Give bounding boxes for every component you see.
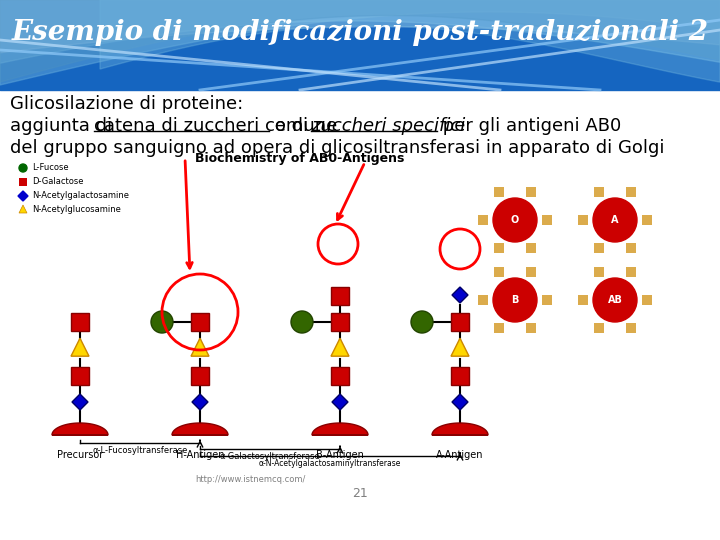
FancyBboxPatch shape	[478, 295, 488, 305]
FancyBboxPatch shape	[626, 242, 636, 253]
Text: N-Acetylgalactosamine: N-Acetylgalactosamine	[32, 192, 129, 200]
FancyBboxPatch shape	[542, 215, 552, 225]
FancyBboxPatch shape	[71, 313, 89, 331]
Polygon shape	[71, 338, 89, 356]
Text: B: B	[511, 295, 518, 305]
Polygon shape	[52, 423, 108, 435]
Text: zuccheri specifici: zuccheri specifici	[311, 117, 465, 135]
FancyBboxPatch shape	[526, 242, 536, 253]
Text: catena di zuccheri comune: catena di zuccheri comune	[94, 117, 337, 135]
Text: per gli antigeni AB0: per gli antigeni AB0	[437, 117, 621, 135]
Text: α-L-Fucosyltransferase: α-L-Fucosyltransferase	[92, 446, 188, 455]
FancyBboxPatch shape	[526, 187, 536, 197]
FancyBboxPatch shape	[494, 267, 504, 277]
FancyBboxPatch shape	[578, 215, 588, 225]
FancyBboxPatch shape	[626, 323, 636, 333]
Circle shape	[493, 278, 537, 322]
FancyBboxPatch shape	[626, 267, 636, 277]
FancyBboxPatch shape	[191, 313, 209, 331]
Text: Biochemistry of AB0-Antigens: Biochemistry of AB0-Antigens	[195, 152, 405, 165]
FancyBboxPatch shape	[526, 267, 536, 277]
Text: α-N-Acetylgalactosaminyltransferase: α-N-Acetylgalactosaminyltransferase	[258, 459, 401, 468]
FancyBboxPatch shape	[451, 313, 469, 331]
Circle shape	[19, 164, 27, 172]
Polygon shape	[18, 191, 28, 201]
FancyBboxPatch shape	[331, 313, 349, 331]
FancyBboxPatch shape	[494, 187, 504, 197]
Polygon shape	[0, 0, 720, 82]
Circle shape	[593, 278, 637, 322]
FancyBboxPatch shape	[19, 178, 27, 186]
FancyBboxPatch shape	[331, 367, 349, 385]
FancyBboxPatch shape	[594, 187, 604, 197]
Polygon shape	[452, 394, 468, 410]
FancyBboxPatch shape	[594, 323, 604, 333]
Polygon shape	[191, 338, 209, 356]
Polygon shape	[432, 423, 488, 435]
Text: A-Antigen: A-Antigen	[436, 450, 484, 460]
Text: http://www.istnemcq.com/: http://www.istnemcq.com/	[195, 475, 305, 484]
Polygon shape	[452, 287, 468, 303]
Text: e di: e di	[269, 117, 314, 135]
FancyBboxPatch shape	[494, 323, 504, 333]
FancyBboxPatch shape	[594, 267, 604, 277]
Polygon shape	[451, 338, 469, 356]
Circle shape	[411, 311, 433, 333]
Circle shape	[151, 311, 173, 333]
Text: A: A	[611, 215, 618, 225]
Text: α-Galactosyltransferase: α-Galactosyltransferase	[220, 452, 320, 461]
Polygon shape	[331, 338, 349, 356]
Text: D-Galactose: D-Galactose	[32, 178, 84, 186]
FancyBboxPatch shape	[642, 295, 652, 305]
Text: N-Acetylglucosamine: N-Acetylglucosamine	[32, 206, 121, 214]
Text: B-Antigen: B-Antigen	[316, 450, 364, 460]
FancyBboxPatch shape	[578, 295, 588, 305]
FancyBboxPatch shape	[451, 367, 469, 385]
FancyBboxPatch shape	[626, 187, 636, 197]
Circle shape	[593, 198, 637, 242]
Text: L-Fucose: L-Fucose	[32, 164, 68, 172]
FancyBboxPatch shape	[542, 295, 552, 305]
FancyBboxPatch shape	[642, 215, 652, 225]
Polygon shape	[72, 394, 88, 410]
Polygon shape	[332, 394, 348, 410]
Polygon shape	[19, 205, 27, 213]
Polygon shape	[172, 423, 228, 435]
Text: H-Antigen: H-Antigen	[176, 450, 224, 460]
Text: AB: AB	[608, 295, 622, 305]
Text: O: O	[511, 215, 519, 225]
Polygon shape	[312, 423, 368, 435]
Text: Precursor: Precursor	[57, 450, 103, 460]
Circle shape	[493, 198, 537, 242]
FancyBboxPatch shape	[478, 215, 488, 225]
Text: Esempio di modificazioni post-traduzionali 2: Esempio di modificazioni post-traduziona…	[12, 18, 708, 45]
Text: 21: 21	[352, 487, 368, 500]
Polygon shape	[192, 394, 208, 410]
Text: aggiunta di: aggiunta di	[10, 117, 118, 135]
FancyBboxPatch shape	[191, 367, 209, 385]
FancyBboxPatch shape	[494, 242, 504, 253]
FancyBboxPatch shape	[526, 323, 536, 333]
Polygon shape	[100, 0, 720, 82]
Text: Glicosilazione di proteine:: Glicosilazione di proteine:	[10, 95, 243, 113]
Text: del gruppo sanguigno ad opera di glicosiltransferasi in apparato di Golgi: del gruppo sanguigno ad opera di glicosi…	[10, 139, 665, 157]
FancyBboxPatch shape	[331, 287, 349, 305]
FancyBboxPatch shape	[594, 242, 604, 253]
Circle shape	[291, 311, 313, 333]
FancyBboxPatch shape	[71, 367, 89, 385]
